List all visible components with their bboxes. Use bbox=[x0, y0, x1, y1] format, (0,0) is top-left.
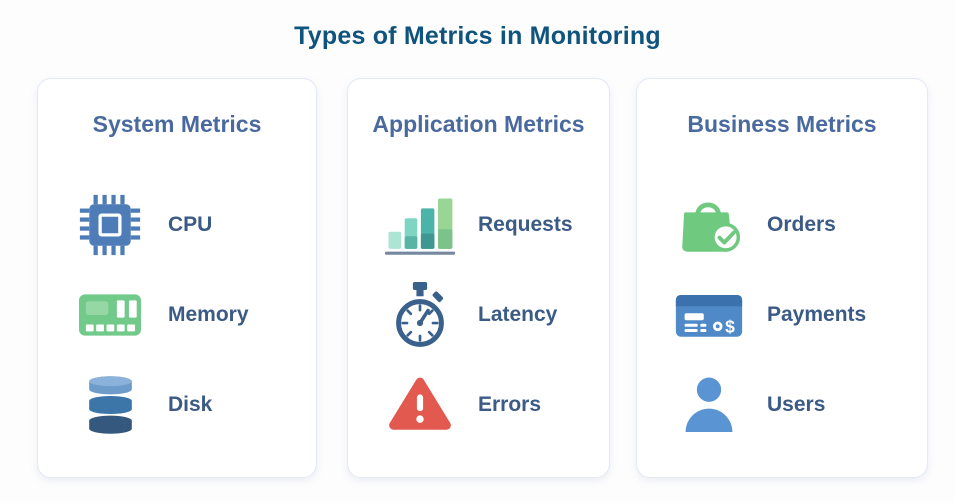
card-heading: Application Metrics bbox=[372, 111, 585, 137]
cpu-chip-icon bbox=[64, 193, 156, 257]
list-item: Disk bbox=[38, 360, 316, 450]
list-item: Latency bbox=[348, 270, 609, 360]
item-label: CPU bbox=[168, 213, 213, 236]
item-label: Users bbox=[767, 393, 826, 416]
item-label: Latency bbox=[478, 303, 558, 326]
card-system-metrics: System Metrics CPU bbox=[37, 78, 317, 478]
item-label: Orders bbox=[767, 213, 836, 236]
users-person-icon bbox=[663, 376, 755, 434]
card-business-metrics: Business Metrics Orders bbox=[636, 78, 928, 478]
item-label: Errors bbox=[478, 393, 542, 416]
list-item: $ Payments bbox=[637, 270, 927, 360]
errors-warning-triangle-icon bbox=[374, 375, 466, 435]
list-item: Requests bbox=[348, 180, 609, 270]
list-item: CPU bbox=[38, 180, 316, 270]
list-item: Users bbox=[637, 360, 927, 450]
list-item: Errors bbox=[348, 360, 609, 450]
card-heading: Business Metrics bbox=[687, 111, 877, 137]
page-title: Types of Metrics in Monitoring bbox=[294, 22, 661, 50]
item-label: Memory bbox=[168, 303, 249, 326]
card-rows: Orders $ Payments bbox=[637, 180, 927, 450]
list-item: Orders bbox=[637, 180, 927, 270]
item-label: Payments bbox=[767, 303, 867, 326]
card-rows: CPU Memory bbox=[38, 180, 316, 450]
item-label: Requests bbox=[478, 213, 573, 236]
latency-stopwatch-icon bbox=[374, 282, 466, 348]
memory-ram-icon bbox=[64, 293, 156, 337]
payments-credit-card-icon: $ bbox=[663, 290, 755, 340]
item-label: Disk bbox=[168, 393, 213, 416]
requests-bar-chart-icon bbox=[374, 194, 466, 257]
svg-text:$: $ bbox=[725, 316, 735, 336]
card-application-metrics: Application Metrics Requests bbox=[347, 78, 610, 478]
disk-database-icon bbox=[64, 373, 156, 437]
orders-shopping-bag-icon bbox=[663, 194, 755, 256]
card-heading: System Metrics bbox=[92, 111, 262, 137]
list-item: Memory bbox=[38, 270, 316, 360]
card-rows: Requests bbox=[348, 180, 609, 450]
